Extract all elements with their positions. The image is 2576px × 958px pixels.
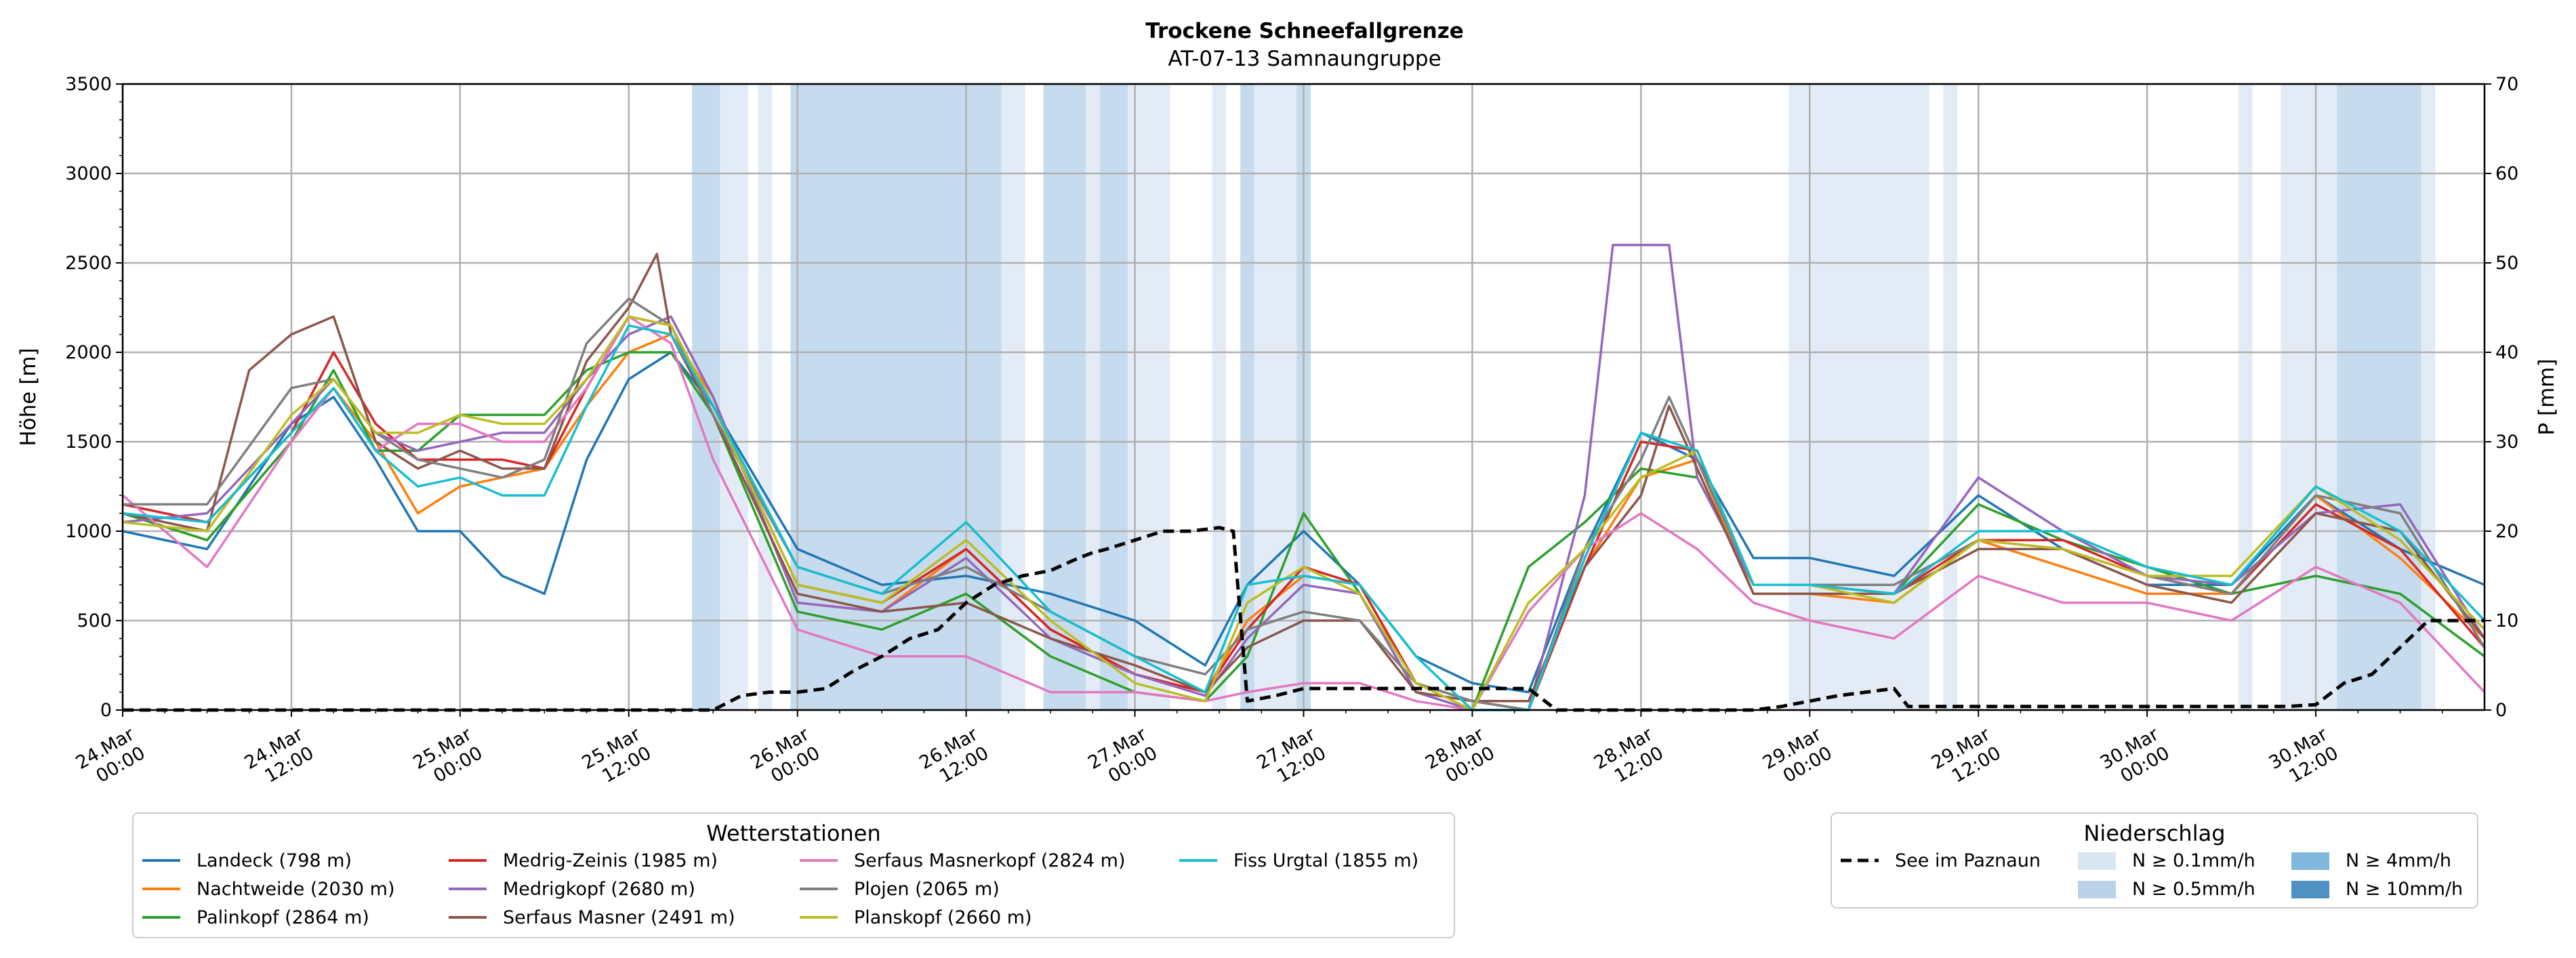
y-tick-label: 2500	[65, 253, 112, 274]
series-line	[121, 315, 2486, 711]
precip-band	[1099, 84, 1128, 710]
precip-band	[2421, 84, 2436, 710]
y2-tick-label: 10	[2495, 610, 2518, 631]
precip-band	[758, 84, 773, 710]
precip-band	[1001, 84, 1025, 710]
legend-label: Palinkopf (2864 m)	[197, 907, 369, 928]
precip-band	[2281, 84, 2337, 710]
precip-band	[1788, 84, 1929, 710]
y-tick-label: 500	[77, 610, 112, 631]
series-line	[122, 315, 2486, 711]
y-tick-label: 2000	[65, 342, 112, 363]
legend-label: See im Paznaun	[1895, 850, 2041, 871]
series-line	[122, 351, 2485, 694]
y2-tick-label: 30	[2495, 432, 2518, 453]
precip-legend-title: Niederschlag	[2083, 820, 2225, 846]
precip-legend: Niederschlag See im Paznaun N ≥ 0.1mm/h N …	[1831, 812, 2478, 909]
legend-label: Medrigkopf (2680 m)	[503, 879, 695, 900]
series-line	[122, 315, 2486, 711]
chart-title: Trockene Schneefallgrenze	[1145, 19, 1464, 43]
y-tick-label: 1500	[65, 432, 112, 453]
legend-swatch	[2291, 852, 2329, 870]
series-line	[122, 324, 2486, 711]
legend-label: Landeck (798 m)	[197, 850, 352, 871]
y-tick-label: 1000	[65, 521, 112, 542]
legend-label: Nachtweide (2030 m)	[197, 879, 394, 900]
stations-legend-title: Wetterstationen	[706, 820, 880, 846]
precip-band	[1240, 84, 1254, 710]
legend-label: Planskopf (2660 m)	[854, 907, 1032, 928]
series-line	[122, 351, 2486, 711]
legend-label: Medrig-Zeinis (1985 m)	[503, 850, 718, 871]
legend-label: N ≥ 0.5mm/h	[2132, 879, 2255, 900]
legend-label: N ≥ 0.1mm/h	[2132, 850, 2255, 871]
legend-label: Plojen (2065 m)	[854, 879, 1000, 900]
y2-tick-label: 0	[2495, 700, 2507, 721]
precip-band	[2238, 84, 2253, 710]
legend-label: Serfaus Masner (2491 m)	[503, 907, 735, 928]
legend-label: Fiss Urgtal (1855 m)	[1233, 850, 1418, 871]
precip-band	[1254, 84, 1297, 710]
y2-tick-label: 50	[2495, 253, 2518, 274]
grid-lines	[121, 83, 2485, 711]
series-line	[123, 526, 2485, 712]
series-lines	[121, 243, 2486, 712]
y2-axis-label: P [mm]	[2535, 358, 2559, 435]
y2-tick-label: 20	[2495, 521, 2518, 542]
precip-band	[1212, 84, 1227, 710]
precip-band	[1943, 84, 1958, 710]
legend-swatch	[2291, 881, 2329, 898]
precip-band	[720, 84, 749, 710]
precip-band	[2337, 84, 2421, 710]
legend-label: N ≥ 10mm/h	[2346, 879, 2463, 900]
left-axis-ticks: 0 500 1000 1500 2000 2500 3000 3500	[65, 74, 123, 721]
precip-band	[1085, 84, 1100, 710]
y-tick-label: 0	[100, 700, 112, 721]
chart-subtitle: AT-07-13 Samnaungruppe	[1168, 47, 1441, 71]
precip-band	[1043, 84, 1086, 710]
y2-tick-label: 60	[2495, 163, 2518, 184]
y2-tick-label: 70	[2495, 74, 2518, 95]
legend-swatch	[2078, 852, 2116, 870]
y-tick-label: 3500	[65, 74, 112, 95]
right-axis-ticks: 0 10 20 30 40 50 60 70	[2485, 74, 2518, 721]
legend-label: N ≥ 4mm/h	[2346, 850, 2451, 871]
legend-label: Serfaus Masnerkopf (2824 m)	[854, 850, 1125, 871]
legend-swatch	[2078, 881, 2116, 898]
y2-tick-label: 40	[2495, 342, 2518, 363]
y-axis-label: Höhe [m]	[16, 348, 41, 446]
stations-legend: Wetterstationen Landeck (798 m) Nachtweid…	[132, 812, 1455, 938]
series-line	[123, 297, 2486, 711]
y-tick-label: 3000	[65, 163, 112, 184]
